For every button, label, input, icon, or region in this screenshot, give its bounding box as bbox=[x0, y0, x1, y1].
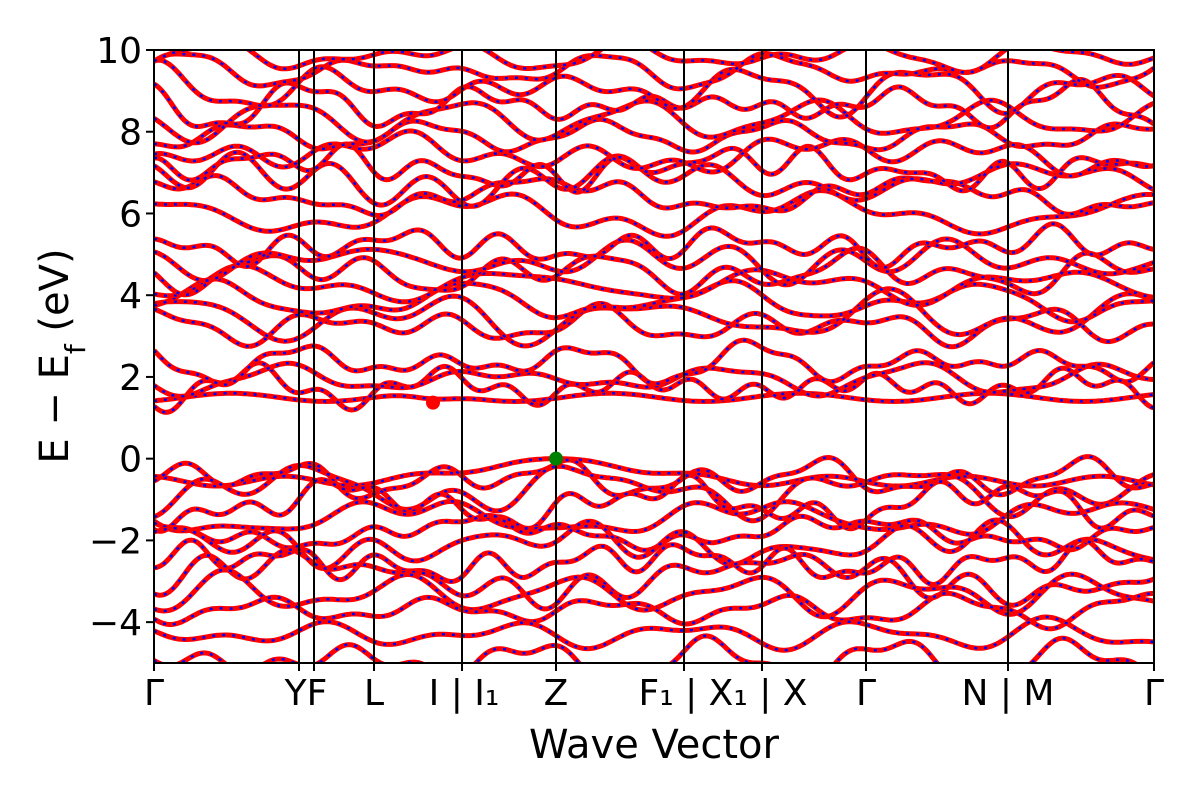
band-line-red bbox=[154, 337, 1154, 388]
band-line-blue bbox=[154, 58, 1154, 119]
band-line-red bbox=[154, 360, 1154, 399]
band-line-blue bbox=[154, 222, 1154, 269]
y-tick-label: 2 bbox=[119, 358, 142, 399]
band-line-red bbox=[154, 173, 1154, 219]
x-tick-label: L bbox=[364, 673, 384, 714]
x-tick-label: N | M bbox=[961, 673, 1054, 714]
band-lines bbox=[154, 50, 1154, 663]
band-line-blue bbox=[154, 538, 1154, 586]
plot-frame bbox=[153, 49, 1155, 664]
band-line-blue bbox=[154, 52, 1154, 91]
band-line-blue bbox=[154, 50, 1154, 74]
y-axis-title-sub: f bbox=[59, 343, 92, 354]
cbm-marker bbox=[426, 395, 440, 410]
y-tick-label: −2 bbox=[89, 521, 142, 562]
vbm-marker bbox=[549, 451, 563, 466]
band-edge-markers bbox=[426, 395, 563, 466]
band-line-red bbox=[154, 547, 1154, 612]
x-tick-label: F₁ | X₁ | X bbox=[639, 673, 808, 714]
band-line-red bbox=[154, 141, 1154, 195]
y-axis-ticks: −4 −2 0 2 4 6 8 10 bbox=[89, 31, 154, 644]
band-line-blue bbox=[154, 277, 1154, 324]
x-tick-label: Γ bbox=[144, 673, 164, 714]
band-line-blue bbox=[154, 392, 1154, 403]
band-line-red bbox=[154, 188, 1154, 239]
band-line-red bbox=[154, 614, 1154, 653]
y-tick-label: 8 bbox=[119, 113, 142, 154]
high-symmetry-lines bbox=[298, 50, 1009, 663]
y-tick-label: 4 bbox=[119, 276, 142, 317]
x-tick-label: Γ bbox=[1144, 673, 1164, 714]
x-tick-label: I | I₁ bbox=[429, 673, 500, 714]
y-tick-label: 10 bbox=[96, 31, 142, 72]
x-axis-ticks: Γ YF L I | I₁ Z F₁ | X₁ | X Γ N | M Γ bbox=[144, 663, 1164, 714]
band-line-blue bbox=[154, 634, 1137, 663]
y-tick-label: −4 bbox=[89, 603, 142, 644]
band-line-blue bbox=[154, 473, 1154, 533]
band-line-red bbox=[154, 462, 1154, 524]
band-line-blue bbox=[154, 287, 1154, 348]
y-axis-title-unit: (eV) bbox=[32, 248, 78, 344]
y-tick-label: 6 bbox=[119, 194, 142, 235]
band-line-red bbox=[154, 51, 1154, 92]
band-line-blue bbox=[154, 189, 1154, 238]
band-line-red bbox=[154, 236, 1154, 288]
x-axis-title: Wave Vector bbox=[529, 722, 780, 768]
band-line-blue bbox=[154, 615, 1154, 652]
band-line-red bbox=[154, 590, 1154, 632]
y-tick-label: 0 bbox=[119, 440, 142, 481]
band-line-blue bbox=[154, 338, 1154, 386]
y-axis-title: E − Ef (eV) bbox=[32, 248, 92, 463]
band-line-red bbox=[154, 50, 1154, 76]
band-line-blue bbox=[154, 500, 1154, 536]
band-line-blue bbox=[154, 246, 1154, 296]
x-tick-label: Z bbox=[544, 673, 569, 714]
x-tick-label: Γ bbox=[856, 673, 876, 714]
x-tick-label: YF bbox=[284, 673, 328, 714]
y-axis-title-main: E − E bbox=[32, 354, 78, 464]
